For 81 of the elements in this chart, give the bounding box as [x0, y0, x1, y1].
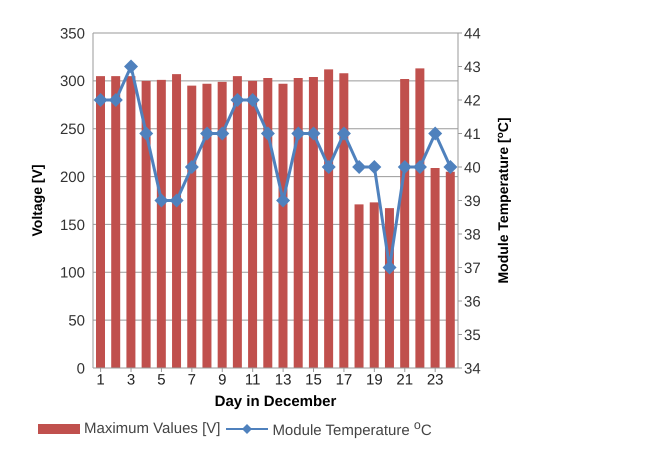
- bar: [430, 168, 440, 368]
- bar: [232, 76, 242, 368]
- y2-tick-label: 35: [464, 326, 481, 344]
- legend-label: Module Temperature $^{o}$C: [272, 418, 432, 439]
- point: [139, 126, 154, 140]
- x-tick-label: 9: [218, 372, 226, 389]
- point: [230, 93, 244, 107]
- bar: [400, 78, 410, 368]
- x-tick-label: 13: [274, 372, 292, 389]
- point: [124, 60, 138, 74]
- bar: [172, 74, 182, 368]
- point: [428, 126, 442, 140]
- bar: [263, 78, 272, 368]
- x-tick-label: 11: [244, 372, 260, 389]
- y-tick-label: 200: [60, 168, 85, 186]
- bar: [126, 76, 136, 368]
- x-tick-label: 17: [336, 372, 352, 389]
- bar: [187, 86, 196, 368]
- point: [336, 126, 351, 140]
- y2-tick-label: 44: [464, 25, 481, 42]
- bar: [324, 69, 334, 368]
- y2-tick-label: 36: [464, 293, 481, 310]
- x-tick-label: 1: [96, 372, 105, 389]
- y2-tick-label: 34: [464, 360, 481, 378]
- point: [412, 160, 427, 174]
- y2-tick-label: 37: [464, 260, 481, 277]
- bar: [202, 84, 212, 368]
- y-tick-label: 0: [76, 360, 85, 378]
- x-tick-label: 21: [396, 372, 414, 389]
- bar: [111, 76, 120, 368]
- point: [154, 194, 168, 208]
- bar: [248, 80, 258, 368]
- point: [291, 126, 306, 140]
- point: [184, 160, 199, 174]
- bar: [415, 68, 424, 368]
- bar: [354, 204, 364, 368]
- y-axis-title: Voltage [V]: [29, 164, 45, 237]
- bar: [308, 77, 318, 368]
- y2-tick-label: 39: [464, 192, 481, 210]
- bar: [339, 73, 348, 368]
- y-tick-label: 50: [68, 312, 85, 330]
- point: [170, 194, 184, 208]
- y2-tick-label: 40: [464, 159, 481, 176]
- x-axis-title: Day in December: [214, 393, 337, 410]
- bar: [446, 172, 455, 368]
- bar: [96, 76, 105, 368]
- point: [322, 160, 336, 174]
- x-tick-label: 19: [366, 372, 383, 389]
- x-tick-label: 3: [126, 372, 136, 389]
- bar: [218, 82, 227, 368]
- point: [306, 126, 321, 140]
- legend-label: Maximum Values [V]: [84, 420, 220, 437]
- x-tick-label: 5: [157, 372, 166, 389]
- point: [352, 160, 366, 174]
- point: [94, 93, 108, 107]
- bar: [156, 80, 166, 368]
- y-tick-label: 300: [60, 73, 85, 90]
- point: [246, 93, 260, 107]
- y2-tick-label: 41: [464, 126, 481, 143]
- point: [260, 126, 275, 140]
- y2-tick-label: 38: [464, 226, 481, 244]
- bar: [370, 202, 379, 368]
- x-tick-label: 23: [426, 372, 444, 389]
- point: [200, 126, 214, 140]
- y-tick-label: 250: [60, 121, 85, 138]
- bar: [294, 78, 303, 368]
- y-tick-label: 150: [60, 216, 85, 234]
- bar: [142, 80, 151, 368]
- point: [443, 160, 458, 174]
- point: [367, 160, 382, 174]
- y2-tick-label: 43: [464, 58, 481, 76]
- bar: [278, 84, 288, 368]
- point: [215, 126, 230, 140]
- y-tick-label: 100: [60, 264, 85, 282]
- x-tick-label: 7: [188, 372, 196, 389]
- y-tick-label: 350: [60, 25, 85, 42]
- y2-tick-label: 42: [464, 92, 481, 110]
- point: [108, 93, 123, 107]
- point: [398, 160, 412, 174]
- x-tick-label: 15: [305, 372, 322, 389]
- point: [382, 260, 397, 274]
